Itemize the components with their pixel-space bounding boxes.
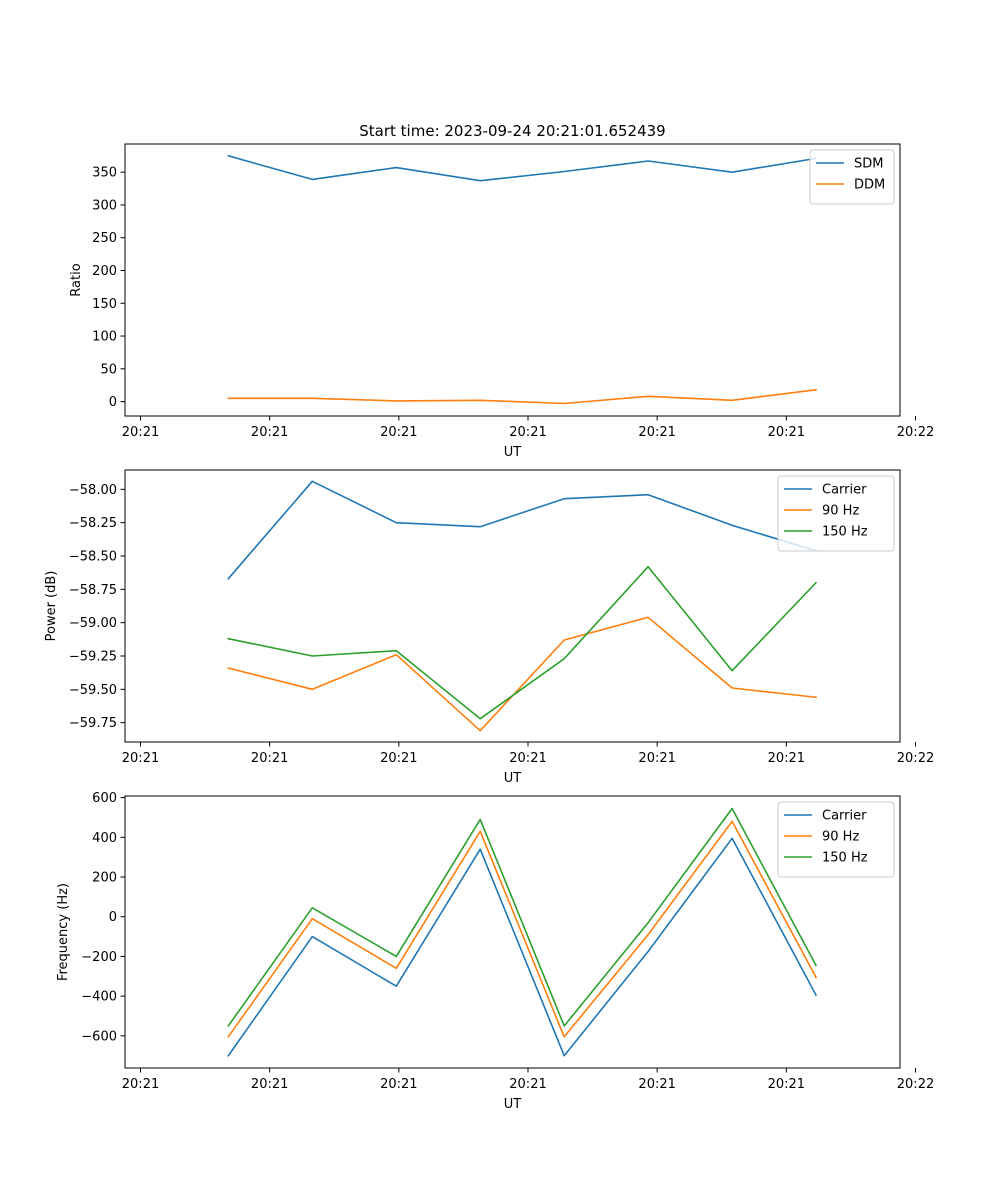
- chart-1-xtick-label: 20:21: [768, 425, 805, 440]
- chart-2-xtick-label: 20:21: [380, 751, 417, 766]
- chart-2-legend-label-150-hz: 150 Hz: [822, 525, 868, 540]
- chart-3-y-axis-label: Frequency (Hz): [56, 883, 71, 981]
- chart-1-xtick-label: 20:21: [251, 425, 288, 440]
- chart-3-xtick-label: 20:22: [897, 1077, 934, 1092]
- chart-1-series-ddm-line: [227, 388, 817, 405]
- chart-3-ytick-label: 400: [92, 831, 117, 846]
- chart-2-xtick-label: 20:21: [122, 751, 159, 766]
- chart-3: 20:21 20:21 20:21 20:21 20:21 20:21 20:22 −600 −…: [56, 791, 934, 1112]
- chart-2-series-150-hz-line: [227, 565, 818, 720]
- chart-1-ytick-label: 50: [100, 362, 117, 377]
- chart-2-ytick-label: −59.25: [69, 650, 117, 665]
- chart-3-series-150-hz-line: [227, 807, 818, 1028]
- chart-3-legend-box: [777, 801, 895, 878]
- chart-2-legend-label-carrier: Carrier: [822, 483, 867, 498]
- chart-2-xtick-label: 20:21: [251, 751, 288, 766]
- chart-2: 20:21 20:21 20:21 20:21 20:21 20:21 20:22 −59.7…: [44, 469, 934, 786]
- chart-3-ytick-label: −200: [81, 950, 117, 965]
- chart-3-xtick-label: 20:21: [509, 1077, 546, 1092]
- chart-3-legend-label-90-hz: 90 Hz: [822, 830, 859, 845]
- chart-3-ytick-label: 0: [109, 910, 117, 925]
- chart-2-ytick-label: −58.75: [69, 583, 117, 598]
- chart-2-axes-frame: [124, 469, 901, 743]
- chart-1-y-axis-label: Ratio: [69, 263, 84, 296]
- chart-2-xtick-label: 20:21: [768, 751, 805, 766]
- chart-3-xtick-label: 20:21: [768, 1077, 805, 1092]
- chart-2-legend-label-90-hz: 90 Hz: [822, 504, 859, 519]
- chart-1-ytick-label: 300: [92, 198, 117, 213]
- chart-3-ytick-label: −400: [81, 990, 117, 1005]
- chart-3-x-axis-label: UT: [504, 1097, 522, 1112]
- chart-1-legend-label-ddm: DDM: [854, 178, 885, 193]
- chart-1-xtick-label: 20:21: [638, 425, 675, 440]
- chart-1-ytick-label: 100: [92, 330, 117, 345]
- chart-2-xtick-label: 20:21: [638, 751, 675, 766]
- chart-1-xtick-label: 20:21: [509, 425, 546, 440]
- chart-3-legend-label-carrier: Carrier: [822, 809, 867, 824]
- chart-3-xtick-label: 20:21: [380, 1077, 417, 1092]
- chart-2-ytick-label: −58.00: [69, 483, 117, 498]
- chart-1-xtick-label: 20:22: [897, 425, 934, 440]
- chart-2-xtick-label: 20:21: [509, 751, 546, 766]
- chart-3-ytick-label: 200: [92, 871, 117, 886]
- chart-3-legend: Carrier 90 Hz 150 Hz: [777, 801, 895, 878]
- chart-2-ytick-label: −59.50: [69, 683, 117, 698]
- chart-1-ytick-label: 200: [92, 264, 117, 279]
- chart-1-ytick-label: 350: [92, 166, 117, 181]
- chart-3-ytick-label: 600: [92, 791, 117, 806]
- chart-3-series-90-hz-line: [227, 820, 818, 1038]
- chart-1-xtick-label: 20:21: [122, 425, 159, 440]
- chart-1-xtick-label: 20:21: [380, 425, 417, 440]
- chart-2-xtick-label: 20:22: [897, 751, 934, 766]
- chart-2-legend-box: [777, 475, 895, 552]
- chart-2-ytick-label: −59.00: [69, 616, 117, 631]
- chart-3-axes-frame: [124, 795, 901, 1069]
- chart-2-ytick-label: −58.25: [69, 516, 117, 531]
- chart-1-legend: SDM DDM: [809, 149, 895, 205]
- chart-3-xtick-label: 20:21: [638, 1077, 675, 1092]
- chart-1-ytick-label: 250: [92, 231, 117, 246]
- chart-2-legend: Carrier 90 Hz 150 Hz: [777, 475, 895, 552]
- chart-2-x-axis-label: UT: [504, 771, 522, 786]
- chart-1-ytick-label: 0: [109, 395, 117, 410]
- chart-2-ytick-label: −59.75: [69, 716, 117, 731]
- chart-1-series-sdm-line: [227, 154, 817, 182]
- chart-1-x-axis-label: UT: [504, 445, 522, 460]
- chart-1: 20:21 20:21 20:21 20:21 20:21 20:21 20:22 0 50 10…: [69, 143, 934, 460]
- chart-3-series-carrier-line: [227, 837, 818, 1057]
- figure-title: Start time: 2023-09-24 20:21:01.652439: [359, 122, 665, 140]
- chart-2-series-90-hz-line: [227, 616, 817, 732]
- chart-2-series-carrier-line: [227, 480, 817, 580]
- chart-3-legend-label-150-hz: 150 Hz: [822, 851, 868, 866]
- chart-3-xtick-label: 20:21: [251, 1077, 288, 1092]
- chart-1-axes-frame: [124, 143, 901, 417]
- chart-1-ytick-label: 150: [92, 297, 117, 312]
- chart-3-ytick-label: −600: [81, 1029, 117, 1044]
- chart-2-ytick-label: −58.50: [69, 550, 117, 565]
- chart-3-xtick-label: 20:21: [122, 1077, 159, 1092]
- chart-1-legend-label-sdm: SDM: [854, 157, 883, 172]
- chart-2-y-axis-label: Power (dB): [44, 571, 59, 642]
